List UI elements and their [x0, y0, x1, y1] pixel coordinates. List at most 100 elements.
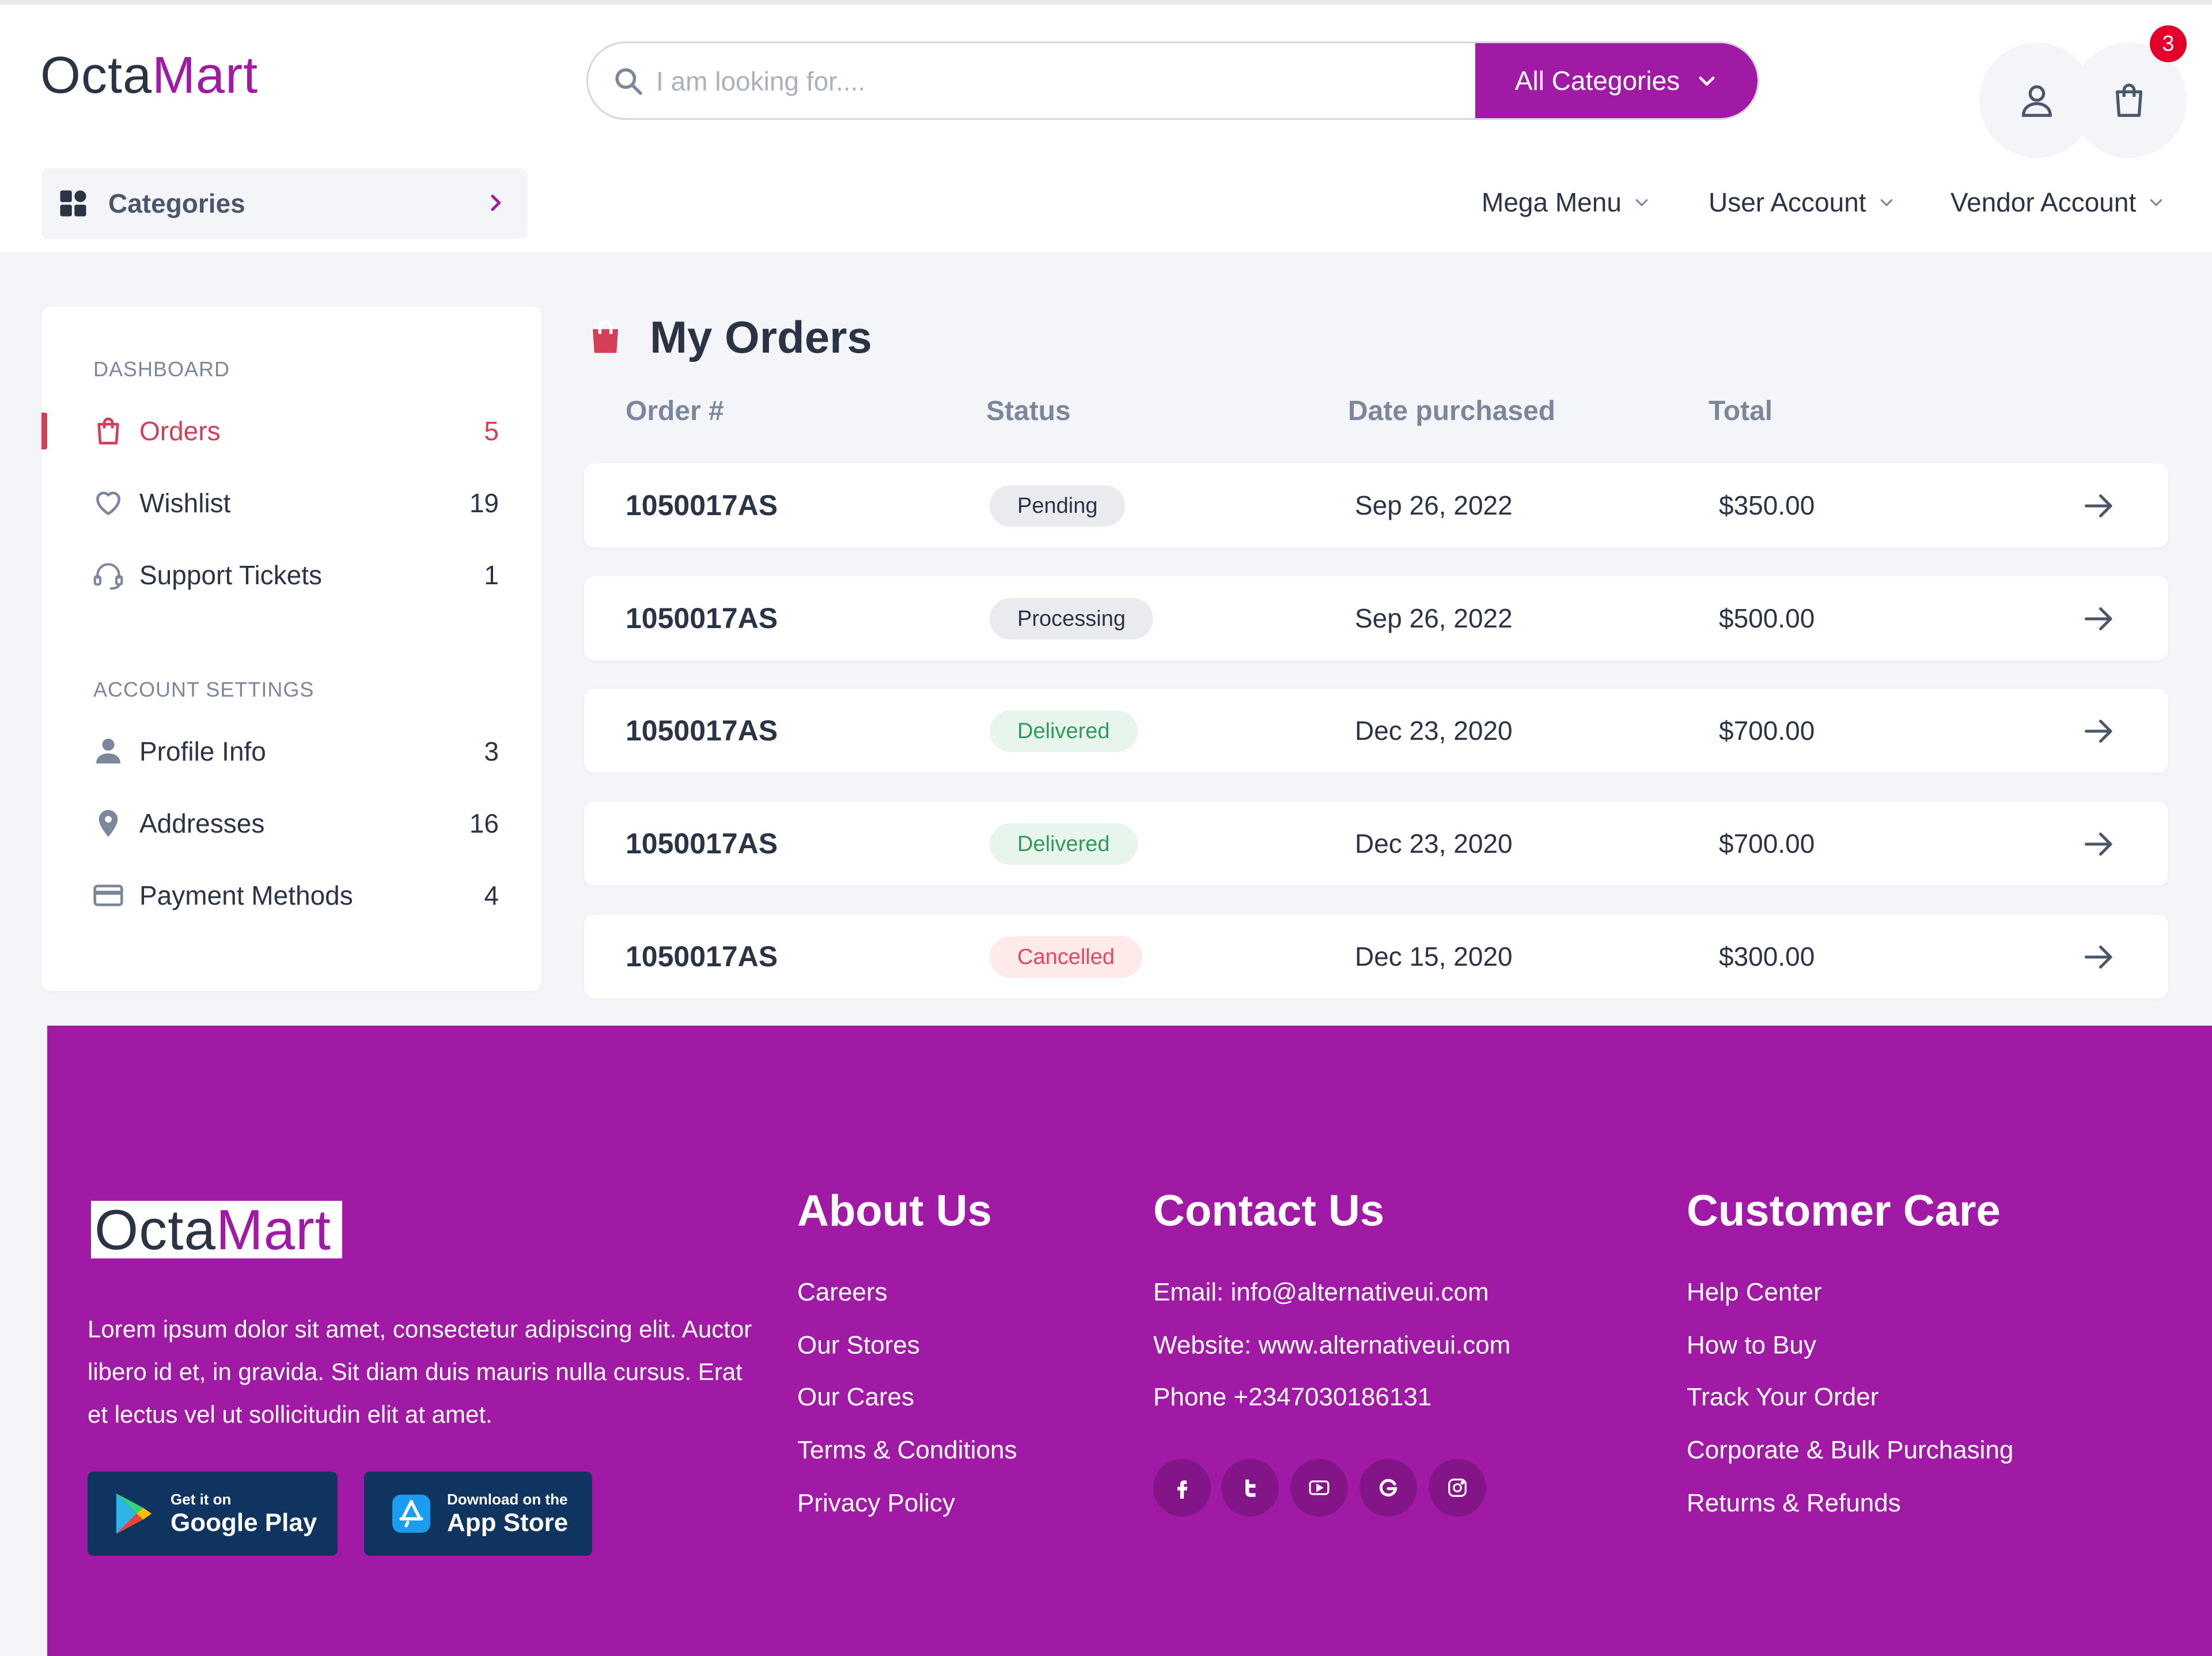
contact-phone[interactable]: Phone +2347030186131 [1153, 1383, 1432, 1411]
google-button[interactable] [1359, 1459, 1417, 1517]
status-badge: Cancelled [990, 936, 1142, 978]
heart-icon [96, 491, 121, 515]
order-date: Dec 15, 2020 [1355, 942, 1513, 971]
account-settings-section-title: ACCOUNT SETTINGS [93, 678, 315, 701]
arrow-right-icon[interactable] [2082, 602, 2116, 636]
chevron-down-icon [1880, 199, 1892, 207]
shopping-bag-icon [97, 417, 119, 445]
arrow-right-icon[interactable] [2082, 940, 2116, 974]
footer-link-track-order[interactable]: Track Your Order [1687, 1383, 1879, 1411]
sidebar-item-payment-methods[interactable]: Payment Methods 4 [41, 867, 541, 924]
nav-vendor-account[interactable]: Vendor Account [1950, 187, 2165, 218]
contact-website[interactable]: Website: www.alternativeui.com [1153, 1331, 1511, 1359]
footer-link-terms[interactable]: Terms & Conditions [797, 1436, 1017, 1464]
status-badge: Delivered [990, 710, 1138, 752]
footer-link-our-stores[interactable]: Our Stores [797, 1331, 920, 1359]
order-id: 1050017AS [626, 714, 778, 747]
footer-description: Lorem ipsum dolor sit amet, consectetur … [88, 1315, 752, 1428]
site-logo[interactable]: OctaMart [40, 47, 259, 104]
footer-link-corporate[interactable]: Corporate & Bulk Purchasing [1687, 1436, 2014, 1464]
column-header-total: Total [1709, 396, 1773, 426]
chevron-down-icon [1635, 199, 1648, 207]
customer-care-title: Customer Care [1687, 1186, 2001, 1235]
twitter-button[interactable] [1221, 1459, 1279, 1517]
table-row[interactable]: 1050017AS Delivered Dec 23, 2020 $700.00 [584, 689, 2168, 773]
table-row[interactable]: 1050017AS Processing Sep 26, 2022 $500.0… [584, 576, 2168, 660]
footer-link-help-center[interactable]: Help Center [1687, 1278, 1822, 1306]
headset-icon [93, 563, 123, 590]
chevron-down-icon [2150, 199, 2162, 207]
chevron-down-icon [1699, 76, 1715, 86]
credit-card-icon [93, 884, 123, 906]
footer-link-returns[interactable]: Returns & Refunds [1687, 1489, 1901, 1517]
sidebar-item-support-tickets[interactable]: Support Tickets 1 [41, 546, 541, 604]
footer-logo[interactable]: Octa Mart [91, 1198, 342, 1261]
footer-link-our-cares[interactable]: Our Cares [797, 1383, 914, 1411]
search-bar: All Categories [586, 41, 1759, 120]
google-play-icon [116, 1493, 152, 1534]
arrow-right-icon[interactable] [2082, 827, 2116, 861]
status-badge: Pending [990, 485, 1126, 527]
google-icon [1379, 1479, 1397, 1497]
nav-mega-menu[interactable]: Mega Menu [1482, 187, 1650, 218]
contact-us-title: Contact Us [1153, 1186, 1385, 1235]
column-header-status: Status [986, 396, 1071, 426]
cart-count-badge: 3 [2150, 25, 2187, 62]
search-input[interactable] [656, 57, 1463, 105]
arrow-right-icon[interactable] [2082, 714, 2116, 748]
order-total: $500.00 [1719, 603, 1815, 633]
dashboard-sidebar: DASHBOARD Orders 5 Wishlist 19 Support T… [41, 307, 541, 991]
google-play-button[interactable]: Get it on Google Play [88, 1472, 338, 1556]
footer-link-privacy[interactable]: Privacy Policy [797, 1489, 955, 1517]
order-date: Sep 26, 2022 [1355, 603, 1513, 633]
order-id: 1050017AS [626, 602, 778, 634]
youtube-icon [1309, 1480, 1330, 1495]
user-icon [2022, 85, 2052, 117]
chevron-right-icon [491, 194, 501, 211]
grid-icon [60, 190, 86, 217]
order-total: $350.00 [1719, 490, 1815, 520]
search-icon [615, 68, 642, 95]
sidebar-item-wishlist[interactable]: Wishlist 19 [41, 474, 541, 532]
nav-user-account[interactable]: User Account [1709, 187, 1895, 218]
footer-link-careers[interactable]: Careers [797, 1278, 888, 1306]
all-categories-label: All Categories [1514, 66, 1680, 96]
sidebar-item-orders[interactable]: Orders 5 [41, 402, 541, 460]
app-store-icon [392, 1495, 430, 1533]
table-row[interactable]: 1050017AS Delivered Dec 23, 2020 $700.00 [584, 801, 2168, 886]
column-header-order: Order # [626, 396, 724, 426]
column-header-date: Date purchased [1348, 396, 1556, 426]
arrow-right-icon[interactable] [2082, 489, 2116, 523]
dashboard-section-title: DASHBOARD [93, 357, 230, 381]
order-id: 1050017AS [626, 489, 778, 521]
categories-menu[interactable]: Categories [41, 168, 528, 239]
order-id: 1050017AS [626, 827, 778, 860]
order-total: $700.00 [1719, 829, 1815, 859]
categories-label: Categories [108, 188, 245, 218]
page-title: My Orders [586, 305, 872, 369]
footer-link-how-to-buy[interactable]: How to Buy [1687, 1331, 1816, 1359]
sidebar-item-profile-info[interactable]: Profile Info 3 [41, 723, 541, 780]
all-categories-dropdown[interactable]: All Categories [1475, 43, 1758, 118]
app-store-button[interactable]: Download on the App Store [364, 1472, 592, 1556]
table-row[interactable]: 1050017AS Cancelled Dec 15, 2020 $300.00 [584, 914, 2168, 999]
status-badge: Delivered [990, 823, 1138, 865]
contact-email[interactable]: Email: info@alternativeui.com [1153, 1278, 1489, 1306]
site-footer: Octa Mart Lorem ipsum dolor sit amet, con… [47, 1026, 2212, 1656]
youtube-button[interactable] [1290, 1459, 1348, 1517]
instagram-button[interactable] [1429, 1459, 1486, 1517]
instagram-icon [1448, 1479, 1467, 1497]
twitter-icon [1245, 1479, 1256, 1497]
order-date: Dec 23, 2020 [1355, 829, 1513, 859]
site-header: OctaMart All Categories 3 Categories Meg… [0, 0, 2212, 252]
sidebar-item-addresses[interactable]: Addresses 16 [41, 795, 541, 852]
shopping-bag-icon [593, 320, 618, 353]
order-id: 1050017AS [626, 940, 778, 973]
order-total: $300.00 [1719, 942, 1815, 971]
person-icon [96, 738, 120, 763]
facebook-button[interactable] [1153, 1459, 1211, 1517]
order-total: $700.00 [1719, 716, 1815, 746]
table-row[interactable]: 1050017AS Pending Sep 26, 2022 $350.00 [584, 463, 2168, 547]
about-us-title: About Us [797, 1186, 992, 1235]
order-date: Dec 23, 2020 [1355, 716, 1513, 746]
